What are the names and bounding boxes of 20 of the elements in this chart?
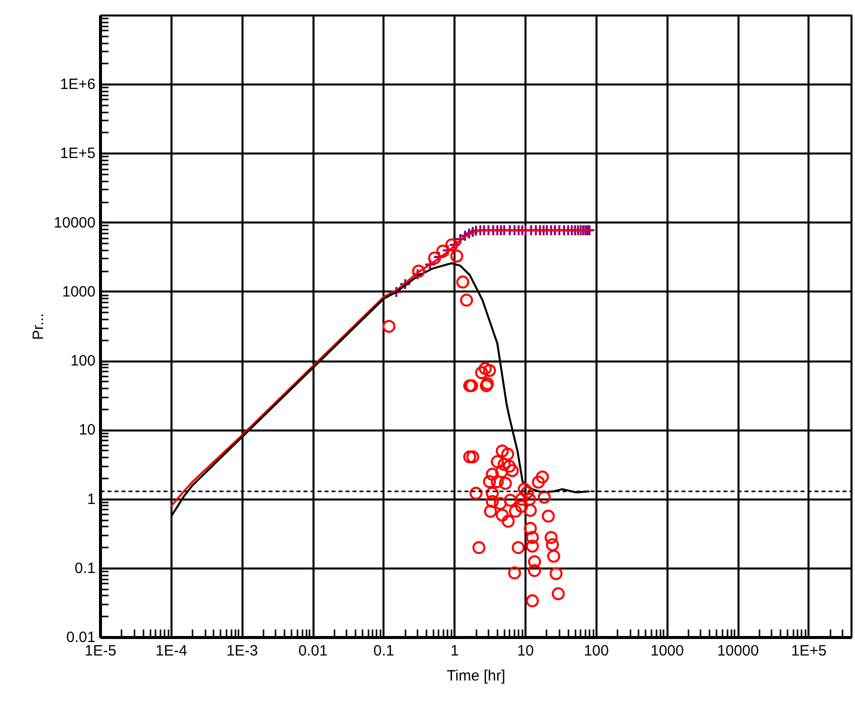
y-tick-label: 0.1: [74, 560, 96, 577]
y-tick-label: 10000: [54, 214, 96, 232]
x-tick-label: 1E+5: [791, 642, 827, 660]
x-tick-label: 1: [450, 642, 459, 660]
y-tick-label: 10: [78, 422, 96, 439]
y-tick-label: 100: [70, 352, 96, 370]
y-tick-label: 1E+6: [60, 76, 96, 94]
y-axis-title: Pr...: [30, 313, 47, 340]
y-tick-label: 1: [87, 490, 96, 508]
x-tick-label: 1E-4: [155, 642, 188, 660]
y-tick-label: 1000: [62, 283, 96, 300]
x-tick-label: 1000: [650, 642, 684, 660]
x-tick-label: 1E-3: [226, 642, 258, 660]
x-tick-label: 100: [584, 642, 609, 660]
x-tick-label: 0.01: [298, 642, 328, 660]
x-tick-label: 0.1: [373, 642, 394, 660]
x-tick-label: 10: [517, 642, 534, 660]
y-tick-label: 1E+5: [60, 145, 96, 162]
x-tick-label: 10000: [717, 642, 759, 660]
x-axis-title: Time [hr]: [446, 668, 506, 684]
